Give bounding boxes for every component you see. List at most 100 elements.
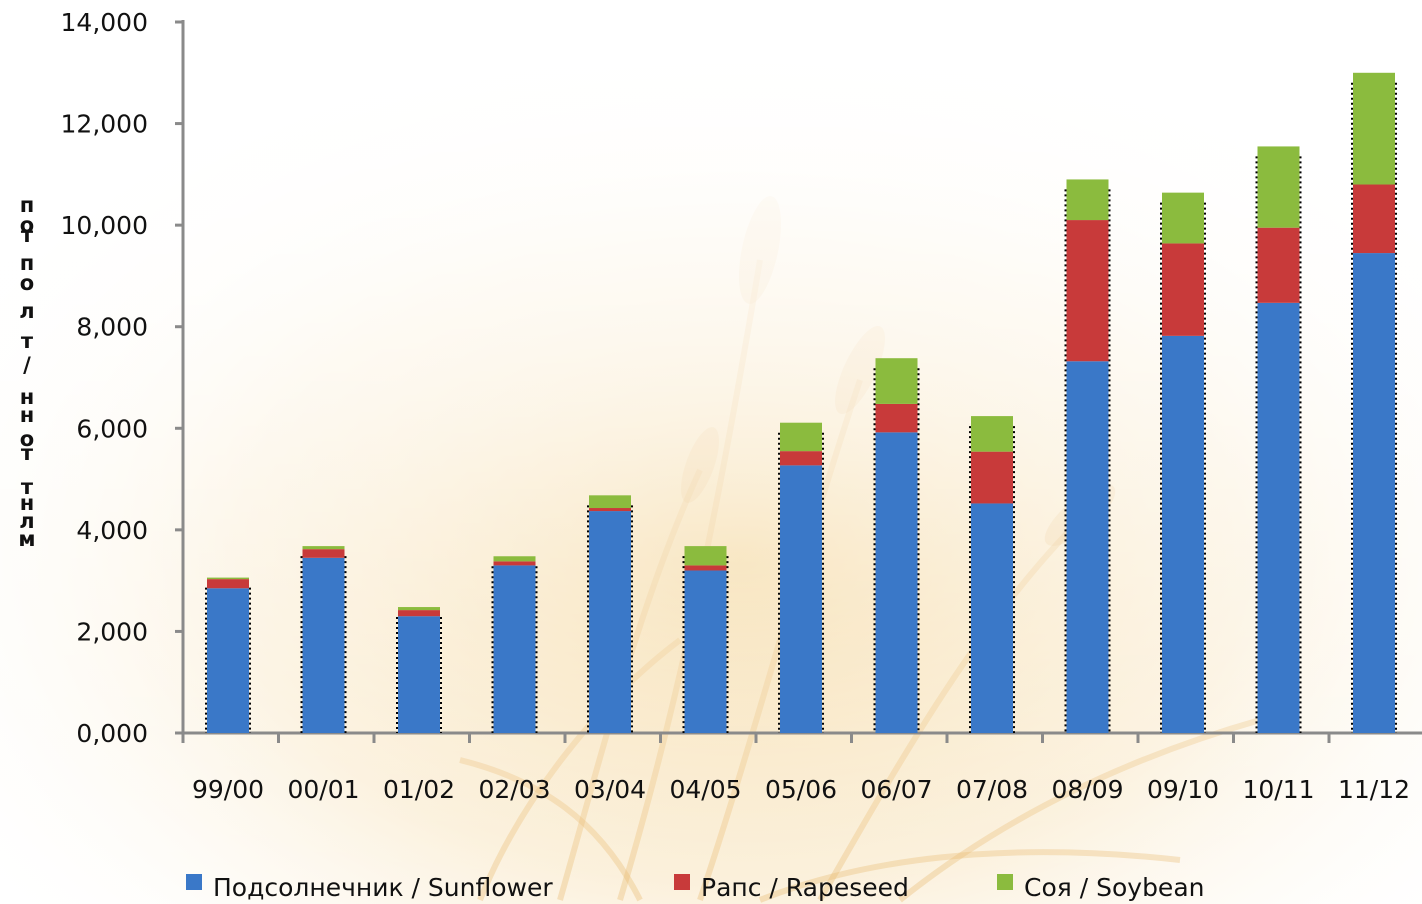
bars xyxy=(205,72,1397,733)
x-tick-label: 99/00 xyxy=(192,775,264,804)
legend: Подсолнечник / Sunflower Рапс / Rapeseed С… xyxy=(186,873,1204,902)
bar-stack xyxy=(682,546,729,733)
y-tick-label: 10,000 xyxy=(61,211,148,240)
x-tick-label: 00/01 xyxy=(287,775,359,804)
y-tick-label: 4,000 xyxy=(76,516,148,545)
x-tick-label: 06/07 xyxy=(860,775,932,804)
bar-segment-sunflower xyxy=(1353,253,1395,733)
bar-segment-sunflower xyxy=(1162,335,1204,733)
bar-segment-rapeseed xyxy=(207,579,249,589)
bar-segment-soybean xyxy=(1257,146,1300,228)
bar-stack xyxy=(205,577,251,733)
bar-segment-soybean xyxy=(493,556,536,562)
legend-label: Рапс / Rapeseed xyxy=(701,873,909,902)
y-axis-label-glyph: о xyxy=(20,427,34,451)
bar-stack xyxy=(969,416,1015,733)
legend-item: Подсолнечник / Sunflower xyxy=(186,873,553,902)
y-axis-label-glyph: т xyxy=(21,329,34,353)
bar-segment-sunflower xyxy=(971,503,1013,733)
x-tick-label: 03/04 xyxy=(574,775,646,804)
y-axis-label-glyph: о xyxy=(20,271,34,295)
bar-segment-soybean xyxy=(780,422,822,452)
legend-swatch xyxy=(186,874,202,890)
legend-item: Соя / Soybean xyxy=(997,873,1204,902)
x-tick-label: 01/02 xyxy=(383,775,455,804)
bar-stack xyxy=(1351,72,1397,733)
bar-stack xyxy=(491,556,538,733)
y-axis-label-glyph: л xyxy=(19,299,34,323)
y-axis-label-glyph: п xyxy=(20,251,35,275)
y-tick-label: 6,000 xyxy=(76,414,148,443)
y-tick-label: 14,000 xyxy=(61,8,148,37)
bar-segment-rapeseed xyxy=(493,561,536,566)
bar-segment-sunflower xyxy=(875,432,918,733)
bar-segment-soybean xyxy=(302,546,345,550)
bar-segment-soybean xyxy=(207,577,249,580)
bar-segment-rapeseed xyxy=(684,565,727,571)
x-tick-label: 05/06 xyxy=(765,775,837,804)
y-axis-label-glyph: т xyxy=(21,441,34,465)
bar-segment-rapeseed xyxy=(589,508,631,512)
y-axis-label-glyph: м xyxy=(18,527,35,551)
bar-stack xyxy=(396,607,442,733)
bar-segment-sunflower xyxy=(780,465,822,733)
bar-stack xyxy=(873,358,920,733)
bar-segment-soybean xyxy=(1353,72,1395,185)
y-tick-label: 8,000 xyxy=(76,313,148,342)
bar-segment-soybean xyxy=(1162,192,1204,244)
bar-stack xyxy=(778,422,824,733)
x-tick-label: 04/05 xyxy=(669,775,741,804)
bar-segment-rapeseed xyxy=(302,549,345,558)
bar-stack xyxy=(1064,179,1111,733)
legend-swatch xyxy=(997,874,1013,890)
bar-segment-soybean xyxy=(398,607,440,611)
legend-label: Соя / Soybean xyxy=(1024,873,1204,902)
x-tick-label: 02/03 xyxy=(478,775,550,804)
bar-segment-sunflower xyxy=(589,511,631,733)
bar-segment-sunflower xyxy=(207,588,249,733)
bar-segment-sunflower xyxy=(684,570,727,733)
bar-segment-sunflower xyxy=(1066,361,1109,733)
y-axis-label-glyph: л xyxy=(19,509,34,533)
bar-segment-rapeseed xyxy=(1257,227,1300,303)
bar-segment-rapeseed xyxy=(780,451,822,466)
x-tick-label: 09/10 xyxy=(1147,775,1219,804)
bar-segment-soybean xyxy=(1066,179,1109,221)
legend-label: Подсолнечник / Sunflower xyxy=(213,873,553,902)
bar-stack xyxy=(300,546,347,733)
bar-segment-soybean xyxy=(589,495,631,509)
y-axis-label-glyph: п xyxy=(20,193,35,217)
legend-item: Рапс / Rapeseed xyxy=(674,873,909,902)
y-axis-label-glyph: т xyxy=(21,223,34,247)
bar-stack xyxy=(1255,146,1302,733)
bar-segment-sunflower xyxy=(1257,302,1300,733)
x-tick-label: 08/09 xyxy=(1051,775,1123,804)
bar-segment-rapeseed xyxy=(875,403,918,433)
y-tick-label: 2,000 xyxy=(76,617,148,646)
bar-segment-rapeseed xyxy=(1353,184,1395,254)
x-tick-label: 07/08 xyxy=(956,775,1028,804)
bar-segment-soybean xyxy=(684,546,727,566)
y-axis-label-glyph: н xyxy=(20,403,35,427)
y-axis-tick-labels: 0,000 2,000 4,000 6,000 8,000 10,000 12,000 14,… xyxy=(61,8,183,748)
x-tick-label: 11/12 xyxy=(1338,775,1410,804)
y-axis-label-glyph: н xyxy=(20,385,35,409)
bar-segment-rapeseed xyxy=(971,451,1013,504)
bar-stack xyxy=(1160,192,1206,733)
legend-swatch xyxy=(674,874,690,890)
bar-segment-rapeseed xyxy=(398,610,440,617)
bar-segment-soybean xyxy=(875,358,918,404)
bar-stack xyxy=(587,495,633,733)
y-axis-label-glyph: / xyxy=(23,353,31,377)
bar-segment-sunflower xyxy=(302,557,345,733)
x-tick-label: 10/11 xyxy=(1242,775,1314,804)
y-tick-label: 0,000 xyxy=(76,719,148,748)
y-axis-label-glyph: о xyxy=(20,213,34,237)
y-axis-label-glyph: н xyxy=(20,491,35,515)
x-axis-tick-labels: 99/00 00/01 01/02 02/03 03/04 04/05 05/06 06/07… xyxy=(192,775,1410,804)
bar-segment-sunflower xyxy=(398,616,440,733)
bar-segment-soybean xyxy=(971,416,1013,452)
